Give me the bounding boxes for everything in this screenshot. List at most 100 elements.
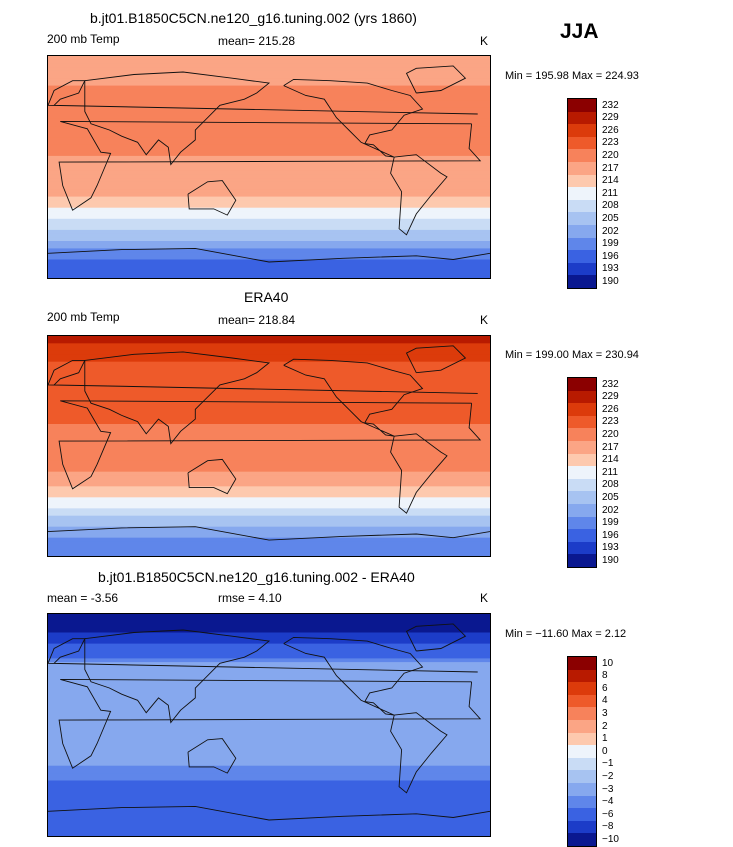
field-band <box>48 636 490 641</box>
field-band <box>48 493 490 498</box>
field-band <box>48 486 490 491</box>
colorbar-swatch <box>568 795 596 809</box>
field-band <box>48 196 490 201</box>
field-band <box>48 662 490 667</box>
colorbar-swatch <box>568 707 596 720</box>
field-band <box>48 424 490 429</box>
colorbar-swatch <box>568 541 596 555</box>
field-band <box>48 699 490 704</box>
field-band <box>48 137 490 142</box>
field-band <box>48 621 490 626</box>
field-band <box>48 802 490 807</box>
panel1-units-label: K <box>480 34 489 48</box>
field-band <box>48 617 490 622</box>
field-band <box>48 211 490 216</box>
field-band <box>48 126 490 131</box>
field-band <box>48 519 490 524</box>
field-band <box>48 676 490 682</box>
field-band <box>48 799 490 804</box>
colorbar-swatch <box>568 415 596 429</box>
colorbar-tick-label: 3 <box>602 708 608 719</box>
field-band <box>48 78 490 83</box>
colorbar-swatch <box>568 224 596 238</box>
field-band <box>48 361 490 366</box>
colorbar-tick-label: 223 <box>602 137 619 149</box>
colorbar-tick-label: 226 <box>602 403 619 415</box>
field-band <box>48 398 490 403</box>
field-band <box>48 402 490 407</box>
field-band <box>48 266 490 272</box>
field-band <box>48 552 490 556</box>
colorbar-swatch <box>568 657 596 670</box>
field-band <box>48 174 490 179</box>
field-band <box>48 394 490 399</box>
field-band <box>48 780 490 785</box>
colorbar-tick-label: 211 <box>602 466 618 478</box>
field-band <box>48 347 490 352</box>
coastline <box>48 805 490 821</box>
field-band <box>48 170 490 175</box>
colorbar-tick-label: 1 <box>602 733 608 745</box>
colorbar-tick-label: 199 <box>602 238 619 250</box>
field-band <box>48 769 490 774</box>
panel1-minmax: Min = 195.98 Max = 224.93 <box>505 70 639 82</box>
field-band <box>48 56 490 61</box>
field-band <box>48 163 490 168</box>
colorbar-swatch <box>568 745 596 758</box>
field-band <box>48 515 490 520</box>
field-band <box>48 152 490 157</box>
field-band <box>48 185 490 190</box>
coastline <box>390 712 448 794</box>
field-band <box>48 625 490 630</box>
panel3-units-label: K <box>480 591 489 605</box>
field-band <box>48 758 490 763</box>
field-band <box>48 446 490 451</box>
field-band <box>48 442 490 447</box>
colorbar-swatch <box>568 390 596 404</box>
field-band <box>48 673 490 678</box>
coastline <box>390 154 448 236</box>
colorbar-swatch <box>568 199 596 213</box>
coastline <box>405 345 467 374</box>
colorbar-swatch <box>568 466 596 479</box>
coastline <box>390 433 448 514</box>
field-band <box>48 654 490 659</box>
colorbar-swatch <box>568 503 596 517</box>
colorbar-swatch <box>568 149 596 162</box>
field-band <box>48 420 490 425</box>
panel1-mean-label: mean= 215.28 <box>218 34 296 48</box>
field-band <box>48 115 490 120</box>
field-band <box>48 148 490 153</box>
field-band <box>48 358 490 363</box>
coastline <box>58 120 482 211</box>
colorbar-swatch <box>568 782 596 796</box>
panel2-units-label: K <box>480 313 489 327</box>
field-band <box>48 383 490 388</box>
field-band <box>48 104 490 109</box>
field-band <box>48 233 490 238</box>
field-band <box>48 89 490 94</box>
colorbar-swatch <box>568 428 596 441</box>
field-band <box>48 832 490 836</box>
panel2-map-svg <box>48 336 490 556</box>
field-band <box>48 773 490 778</box>
panel3-minmax: Min = −11.60 Max = 2.12 <box>505 628 627 640</box>
field-band <box>48 93 490 98</box>
coastline <box>283 636 424 716</box>
field-band <box>48 270 490 275</box>
field-band <box>48 821 490 826</box>
coastline <box>84 71 271 166</box>
field-band <box>48 122 490 127</box>
field-band <box>48 725 490 730</box>
colorbar-tick-label: 193 <box>602 542 619 554</box>
field-band <box>48 482 490 487</box>
colorbar-tick-label: 211 <box>602 187 618 199</box>
coastline <box>48 247 490 263</box>
field-band <box>48 141 490 146</box>
field-band <box>48 435 490 440</box>
field-band <box>48 732 490 737</box>
colorbar-tick-label: 232 <box>602 378 619 390</box>
field-band <box>48 754 490 759</box>
field-band <box>48 252 490 257</box>
field-band <box>48 747 490 752</box>
